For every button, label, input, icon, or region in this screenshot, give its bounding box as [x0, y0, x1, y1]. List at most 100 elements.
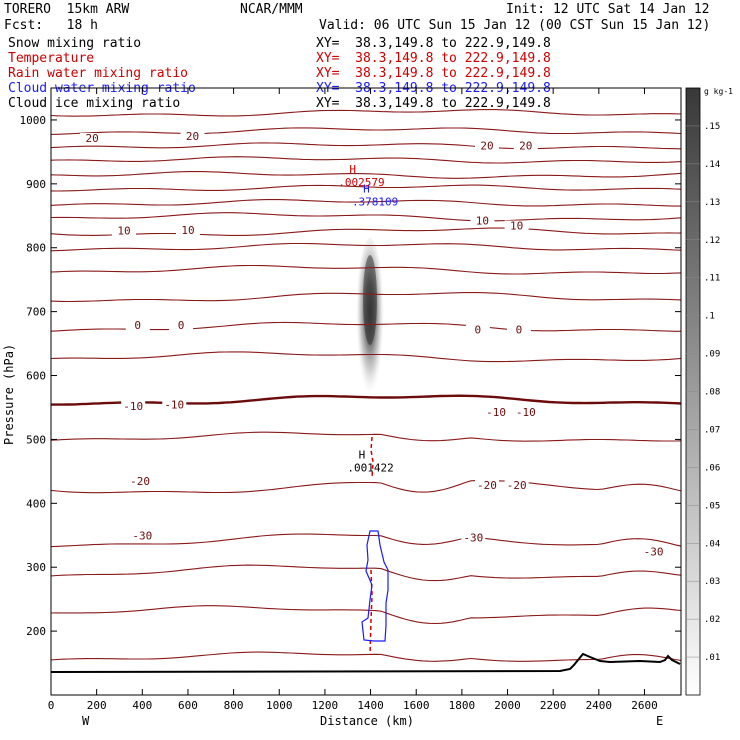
temperature-label: -30	[132, 529, 152, 542]
temperature-contour	[50, 533, 682, 548]
temperature-contour	[50, 109, 682, 117]
label-background	[112, 225, 137, 237]
temperature-label: 20	[85, 132, 98, 145]
x-axis-label: Distance (km)	[320, 714, 414, 728]
legend-snow: Snow mixing ratio	[8, 36, 142, 51]
rain-contour-lower	[369, 569, 373, 656]
colorbar-tick-label: .1	[704, 312, 715, 322]
temperature-label: -20	[130, 475, 150, 488]
temperature-label: -10	[486, 406, 506, 419]
temperature-contour	[50, 651, 682, 662]
label-background	[162, 399, 187, 411]
temperature-label: 20	[519, 140, 532, 153]
x-tick-label: 2600	[631, 699, 658, 712]
label-background	[130, 530, 155, 542]
colorbar-tick-label: .07	[704, 425, 720, 435]
temperature-contour	[50, 212, 682, 222]
temperature-label: -30	[463, 531, 483, 544]
x-tick-label: 0	[48, 699, 55, 712]
colorbar-tick-label: .02	[704, 615, 720, 625]
colorbar-units: g kg-1	[704, 87, 733, 96]
temperature-contour	[50, 184, 682, 192]
colorbar-tick-label: .13	[704, 198, 720, 208]
legend-cloud-ice: Cloud ice mixing ratio	[8, 96, 181, 111]
east-label: E	[656, 714, 663, 728]
temperature-contour	[50, 170, 682, 179]
temperature-label: -10	[164, 398, 184, 411]
label-background	[175, 225, 200, 237]
west-label: W	[82, 714, 90, 728]
axes: 0 200 400 600 800 1000 1200 1400 1600 1800 2000 220…	[20, 88, 681, 712]
colorbar-tick-label: .12	[704, 236, 720, 246]
y-tick-label: 700	[26, 306, 46, 319]
snow-shading-core	[363, 255, 377, 345]
x-tick-label: 1800	[449, 699, 476, 712]
colorbar-tick-label: .08	[704, 388, 720, 398]
temperature-label: 10	[510, 220, 523, 233]
x-tick-label: 200	[87, 699, 107, 712]
colorbar: g kg-1 .01 .02 .03 .04 .05 .06 .07 .08 .09 .1 .11.…	[685, 87, 733, 696]
plot-frame	[50, 87, 682, 696]
forecast-hour: Fcst: 18 h	[4, 18, 98, 33]
colorbar-tick-label: .06	[704, 463, 720, 473]
temperature-label: 0	[516, 324, 523, 337]
colorbar-tick-label: .03	[704, 577, 720, 587]
temperature-label: 10	[117, 225, 130, 238]
label-background	[121, 400, 146, 412]
temperature-label: -10	[123, 400, 143, 413]
x-tick-label: 1000	[266, 699, 293, 712]
y-tick-label: 1000	[20, 114, 47, 127]
temperature-contour	[50, 227, 682, 236]
label-background	[180, 131, 205, 143]
temperature-contour	[50, 564, 682, 582]
colorbar-tick-label: .14	[704, 160, 720, 170]
temperature-label: 20	[186, 130, 199, 143]
x-tick-label: 1400	[357, 699, 384, 712]
temperature-contour	[50, 142, 682, 150]
temperature-label: 0	[475, 324, 482, 337]
y-tick-label: 900	[26, 178, 46, 191]
label-background	[470, 215, 495, 227]
colorbar-tick-label: .15	[704, 122, 720, 132]
temperature-contour	[50, 156, 682, 164]
label-background	[513, 140, 538, 152]
maximum-value: .001422	[347, 462, 393, 475]
maximum-marker: H	[363, 183, 370, 196]
label-background	[465, 324, 490, 336]
maximum-value: .002579	[338, 176, 384, 189]
legend-temperature: Temperature	[8, 51, 95, 66]
temperature-contour	[51, 394, 682, 406]
temperature-label: 10	[476, 214, 489, 227]
label-background	[504, 479, 529, 491]
init-time: Init: 12 UTC Sat 14 Jan 12	[506, 2, 710, 17]
label-background	[461, 532, 486, 544]
cloud-water-contour	[361, 530, 389, 642]
temperature-contour	[50, 127, 682, 135]
x-tick-label: 1600	[403, 699, 430, 712]
valid-time: Valid: 06 UTC Sun 15 Jan 12 (00 CST Sun …	[319, 18, 711, 33]
temperature-contour	[50, 264, 682, 275]
temperature-label: 0	[134, 319, 141, 332]
temperature-contour	[50, 605, 682, 625]
x-tick-label: 2000	[494, 699, 521, 712]
label-background	[641, 546, 666, 558]
maximum-value: .378109	[352, 196, 398, 209]
label-background	[504, 220, 529, 232]
legend-temperature-xy: XY= 38.3,149.8 to 222.9,149.8	[316, 51, 551, 66]
colorbar-tick-label: .11	[704, 274, 720, 284]
x-tick-label: 1200	[312, 699, 339, 712]
x-tick-label: 600	[178, 699, 198, 712]
temperature-contours	[50, 109, 682, 662]
label-background	[513, 407, 538, 419]
temperature-contour	[50, 480, 682, 494]
legend-rain: Rain water mixing ratio	[8, 66, 189, 81]
temperature-label: -20	[507, 479, 527, 492]
x-tick-label: 400	[132, 699, 152, 712]
legend-snow-xy: XY= 38.3,149.8 to 222.9,149.8	[316, 36, 551, 51]
organization: NCAR/MMM	[240, 2, 303, 17]
temperature-contour	[50, 291, 682, 303]
y-tick-label: 300	[26, 561, 46, 574]
temperature-contour	[50, 242, 682, 252]
